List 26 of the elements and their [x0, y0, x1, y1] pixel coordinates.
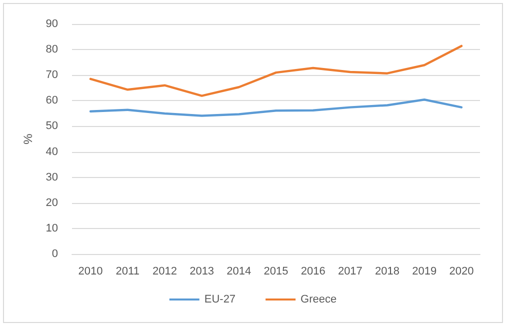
- y-tick-label: 10: [46, 222, 58, 234]
- x-tick-label: 2019: [412, 266, 437, 278]
- y-tick-label: 60: [46, 94, 58, 107]
- x-tick-label: 2018: [375, 266, 400, 278]
- y-tick-label: 0: [52, 248, 58, 260]
- legend-label: EU-27: [204, 294, 236, 306]
- line-series: [89, 44, 463, 97]
- x-tick-label: 2016: [300, 266, 326, 278]
- y-tick-label: 70: [46, 69, 58, 82]
- y-tick-label: 40: [46, 146, 58, 158]
- legend-label: Greece: [300, 294, 337, 306]
- x-tick-label: 2012: [152, 266, 177, 278]
- x-tick-label: 2011: [116, 266, 140, 278]
- y-tick-label: 30: [46, 171, 58, 184]
- x-tick-label: 2020: [449, 266, 474, 278]
- y-tick-label: 50: [46, 120, 58, 132]
- y-tick-label: 80: [46, 44, 58, 56]
- x-tick-label: 2014: [226, 266, 252, 278]
- x-tick-label: 2013: [190, 266, 214, 278]
- x-tick-label: 2010: [78, 266, 103, 278]
- line-series: [89, 98, 463, 117]
- y-tick-label: 90: [46, 18, 58, 30]
- y-tick-label: 20: [46, 196, 58, 209]
- x-tick-label: 2015: [264, 266, 288, 278]
- x-tick-label: 2017: [338, 266, 362, 278]
- y-axis-title: %: [21, 133, 35, 144]
